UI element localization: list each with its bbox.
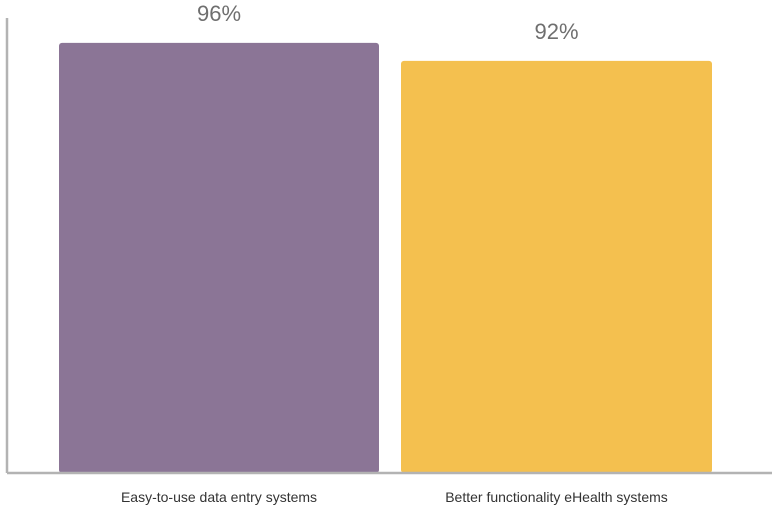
data-label-1: 96%	[197, 1, 241, 26]
bars-group	[59, 42, 712, 474]
data-label-2: 92%	[534, 19, 578, 44]
x-tick-label-2: Better functionality eHealth systems	[445, 489, 668, 505]
bar-1	[59, 42, 379, 474]
x-tick-labels-group: Easy-to-use data entry systems Better fun…	[121, 489, 668, 505]
bar-2	[401, 60, 712, 474]
data-labels-group: 96% 92%	[197, 1, 579, 44]
x-tick-label-1: Easy-to-use data entry systems	[121, 489, 317, 505]
